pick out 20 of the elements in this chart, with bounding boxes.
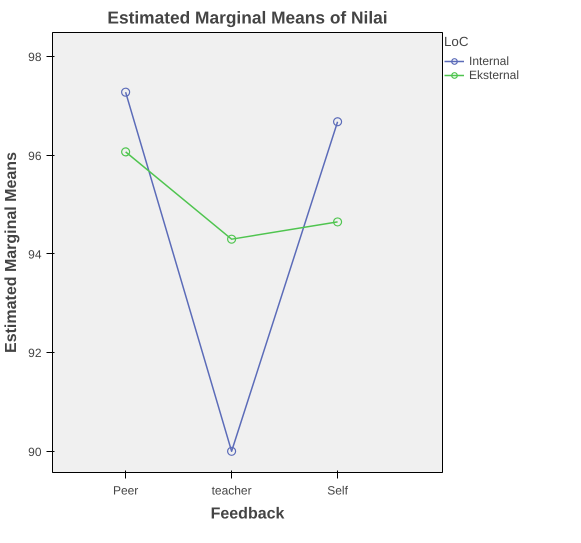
y-tick-label: 98 — [28, 50, 42, 64]
y-tick-label: 92 — [28, 346, 42, 360]
point — [332, 117, 342, 126]
y-tick-label: 96 — [28, 148, 42, 163]
legend-label: Eksternal — [469, 68, 520, 82]
legend-label: Internal — [469, 54, 510, 68]
point — [227, 234, 236, 244]
y-axis-title: Estimated Marginal Means — [3, 152, 20, 353]
x-tick-label: Peer — [112, 484, 138, 498]
point — [332, 217, 342, 227]
point — [121, 88, 130, 97]
point — [121, 147, 130, 156]
chart-title: Estimated Marginal Means of Nilai — [107, 8, 388, 28]
y-tick-label: 90 — [28, 444, 42, 459]
point — [227, 446, 236, 456]
x-tick-label: teacher — [212, 484, 252, 498]
legend-title: LoC — [444, 34, 470, 49]
x-tick-label: Self — [327, 484, 349, 498]
y-tick-label: 94 — [28, 247, 42, 262]
x-axis-title: Feedback — [210, 506, 285, 522]
